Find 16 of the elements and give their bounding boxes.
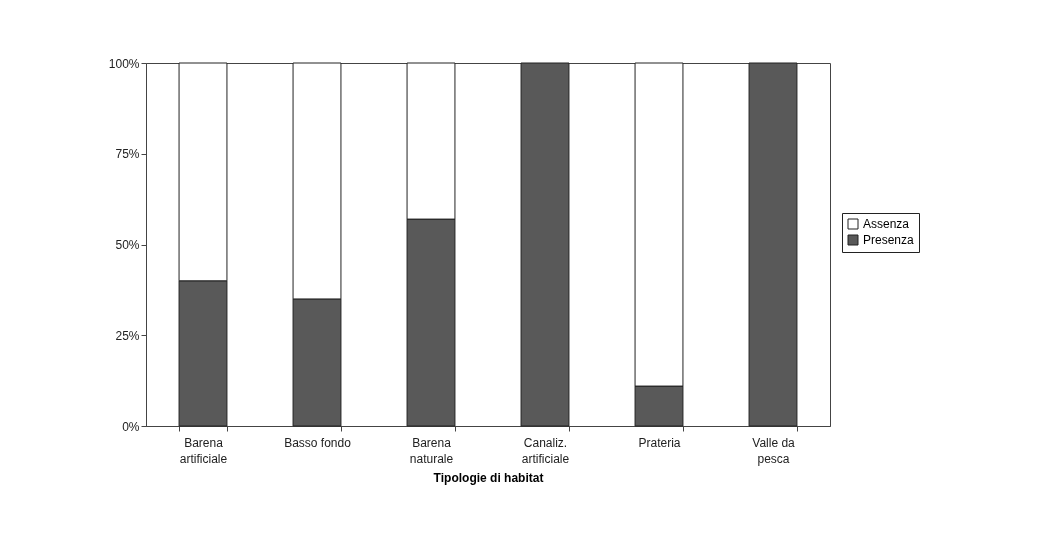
y-tick-label: 25%	[115, 328, 140, 343]
y-tick-label: 0%	[122, 419, 140, 434]
legend-label: Presenza	[863, 233, 915, 247]
bar	[520, 62, 570, 427]
x-tick-label: Barena naturale	[409, 435, 454, 466]
x-tick-label: Valle da pesca	[752, 435, 796, 466]
x-tick-label: Canaliz. artificiale	[521, 435, 570, 466]
legend-label: Assenza	[863, 217, 910, 231]
y-tick-label: 75%	[115, 147, 140, 162]
x-tick-label: Basso fondo	[284, 435, 352, 450]
bar	[748, 62, 798, 427]
x-axis-title: Tipologie di habitat	[433, 470, 544, 485]
x-tick-label: Barena artificiale	[179, 435, 228, 466]
y-tick-label: 50%	[115, 238, 140, 252]
y-tick-label: 100%	[108, 56, 140, 71]
x-tick-label: Prateria	[638, 435, 681, 450]
